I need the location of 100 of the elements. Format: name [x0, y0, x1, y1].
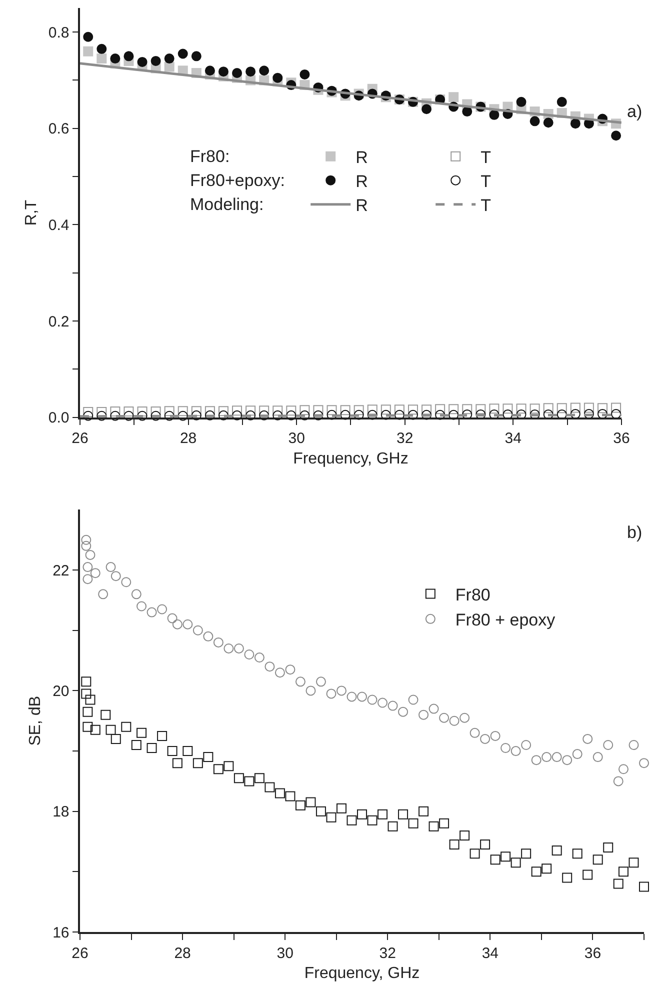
point — [570, 402, 580, 413]
legend-label: T — [480, 172, 491, 191]
point — [164, 54, 174, 64]
point — [164, 410, 174, 421]
point — [259, 410, 270, 420]
point — [83, 46, 94, 56]
x-tick-label: 26 — [72, 430, 88, 448]
x-axis-title: Frequency, GHz — [293, 450, 408, 468]
y-tick-label: 0.2 — [48, 313, 70, 330]
annotation: Modeling: — [190, 195, 264, 214]
legend-label: T — [480, 196, 491, 215]
point — [448, 92, 459, 102]
point — [570, 408, 580, 419]
point — [246, 410, 256, 420]
y-tick-label: 0.0 — [48, 410, 70, 427]
point — [570, 118, 580, 129]
point — [611, 408, 622, 419]
y-axis-title: SE, dB — [26, 696, 44, 746]
point — [584, 402, 594, 413]
point — [489, 404, 500, 414]
point — [124, 51, 134, 62]
point — [300, 69, 310, 80]
point — [380, 410, 391, 420]
y-axis-title: R,T — [22, 200, 40, 226]
point — [286, 406, 296, 416]
point — [300, 405, 310, 416]
point — [408, 404, 418, 415]
point — [422, 404, 432, 415]
y-tick-label: 22 — [52, 562, 70, 580]
point — [246, 66, 256, 77]
x-tick-label: 28 — [174, 944, 191, 962]
point — [448, 404, 459, 414]
y-tick-label: 0.6 — [48, 120, 70, 138]
x-tick-label: 32 — [379, 944, 396, 962]
point — [232, 68, 242, 78]
point — [489, 110, 500, 120]
point — [218, 66, 228, 77]
point — [367, 410, 378, 420]
y-tick-label: 0.4 — [48, 216, 70, 234]
point — [462, 404, 472, 414]
point — [96, 410, 107, 421]
point — [246, 406, 256, 416]
point — [110, 410, 120, 421]
point — [191, 410, 202, 420]
point — [326, 410, 337, 420]
y-tick-label: 18 — [52, 804, 70, 821]
annotation: Fr80+epoxy: — [190, 171, 285, 190]
point — [556, 96, 567, 107]
point — [597, 408, 608, 419]
point — [178, 48, 188, 59]
point — [340, 410, 350, 420]
point — [272, 410, 283, 420]
point — [354, 410, 364, 420]
x-tick-label: 30 — [288, 430, 305, 448]
point — [259, 66, 270, 76]
point — [435, 404, 446, 414]
point — [394, 404, 404, 415]
x-tick-label: 36 — [584, 944, 602, 962]
point — [313, 405, 324, 416]
point — [380, 404, 391, 415]
legend-label: Fr80 + epoxy — [455, 610, 556, 630]
annotation: Fr80: — [190, 147, 230, 166]
point — [191, 51, 202, 62]
point — [448, 410, 459, 420]
x-axis-title: Frequency, GHz — [304, 964, 420, 982]
x-tick-label: 28 — [180, 430, 197, 448]
y-tick-label: 0.8 — [48, 24, 70, 42]
point — [611, 402, 622, 413]
point — [178, 406, 188, 416]
point — [178, 410, 188, 421]
point — [83, 410, 94, 421]
point — [272, 72, 283, 83]
point — [422, 104, 432, 114]
point — [150, 56, 161, 66]
legend-label: R — [356, 172, 368, 191]
point — [340, 405, 350, 416]
point — [164, 406, 174, 416]
point — [530, 116, 540, 126]
point — [110, 54, 120, 64]
text: a) — [627, 102, 642, 121]
point — [150, 410, 161, 421]
point — [543, 403, 554, 414]
point — [462, 106, 472, 117]
point — [611, 130, 622, 141]
point — [597, 403, 608, 414]
point — [164, 62, 174, 72]
point — [394, 410, 404, 420]
point — [584, 408, 594, 419]
legend-label: R — [356, 196, 368, 215]
point — [408, 410, 418, 420]
x-tick-label: 34 — [504, 430, 522, 448]
point — [286, 410, 296, 420]
point — [124, 406, 134, 417]
x-tick-label: 36 — [613, 430, 630, 448]
point — [204, 66, 215, 76]
point — [313, 410, 324, 420]
y-tick-label: 16 — [52, 924, 70, 942]
point — [502, 404, 513, 414]
x-tick-label: 32 — [396, 430, 414, 448]
text: b) — [627, 523, 642, 542]
